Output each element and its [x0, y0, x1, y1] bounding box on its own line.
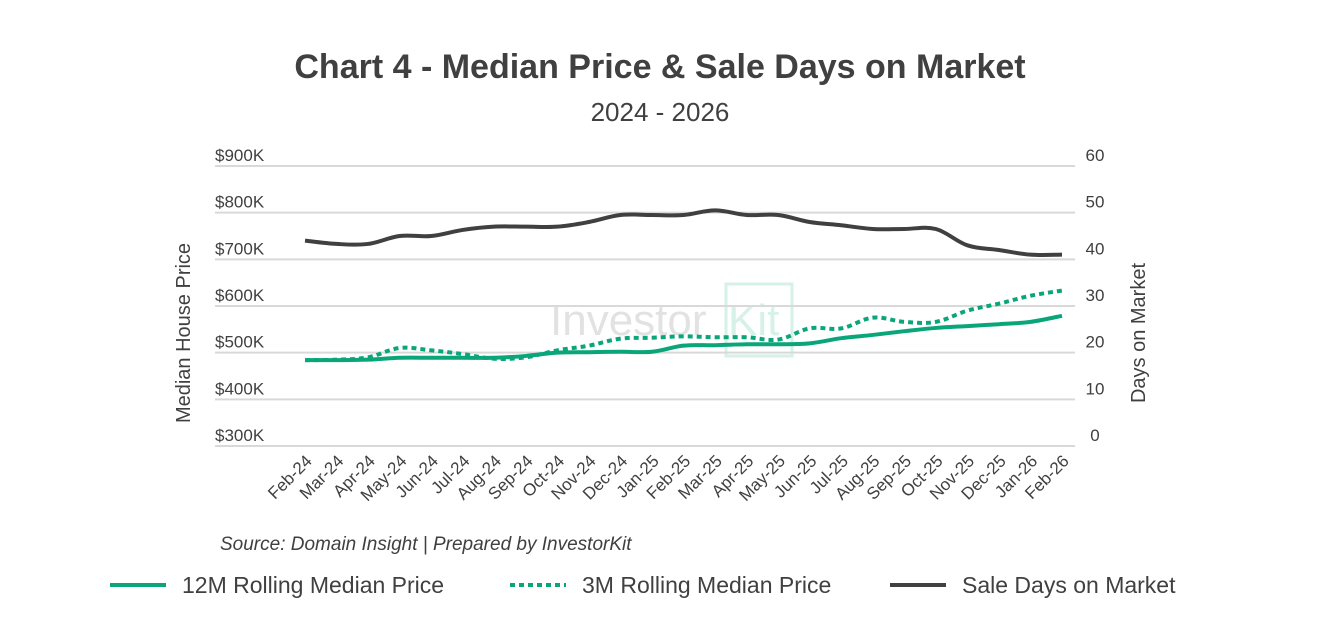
y2-tick-label: 60: [1086, 146, 1105, 165]
y2-tick-label: 10: [1086, 379, 1105, 398]
y-tick-label: $600K: [215, 286, 265, 305]
legend-label: 3M Rolling Median Price: [582, 572, 831, 598]
y2-tick-label: 30: [1086, 286, 1105, 305]
source-note: Source: Domain Insight | Prepared by Inv…: [220, 534, 632, 555]
y-tick-label: $800K: [215, 193, 265, 212]
chart-title: Chart 4 - Median Price & Sale Days on Ma…: [294, 48, 1025, 86]
y2-tick-label: 40: [1086, 239, 1105, 258]
y-tick-label: $900K: [215, 146, 265, 165]
y-tick-label: $400K: [215, 379, 265, 398]
y-tick-label: $700K: [215, 239, 265, 258]
chart-subtitle: 2024 - 2026: [591, 97, 730, 127]
y-tick-label: $300K: [215, 426, 265, 445]
y-tick-label: $500K: [215, 333, 265, 352]
series-line-3: [304, 208, 1063, 258]
y2-tick-label: 50: [1086, 193, 1105, 212]
legend-label: 12M Rolling Median Price: [182, 572, 444, 598]
legend-label: Sale Days on Market: [962, 572, 1176, 598]
y2-tick-label: 20: [1086, 333, 1105, 352]
y-axis-label: Median House Price: [173, 243, 195, 423]
y2-axis-label: Days on Market: [1128, 263, 1150, 403]
y2-tick-label: 0: [1090, 426, 1099, 445]
